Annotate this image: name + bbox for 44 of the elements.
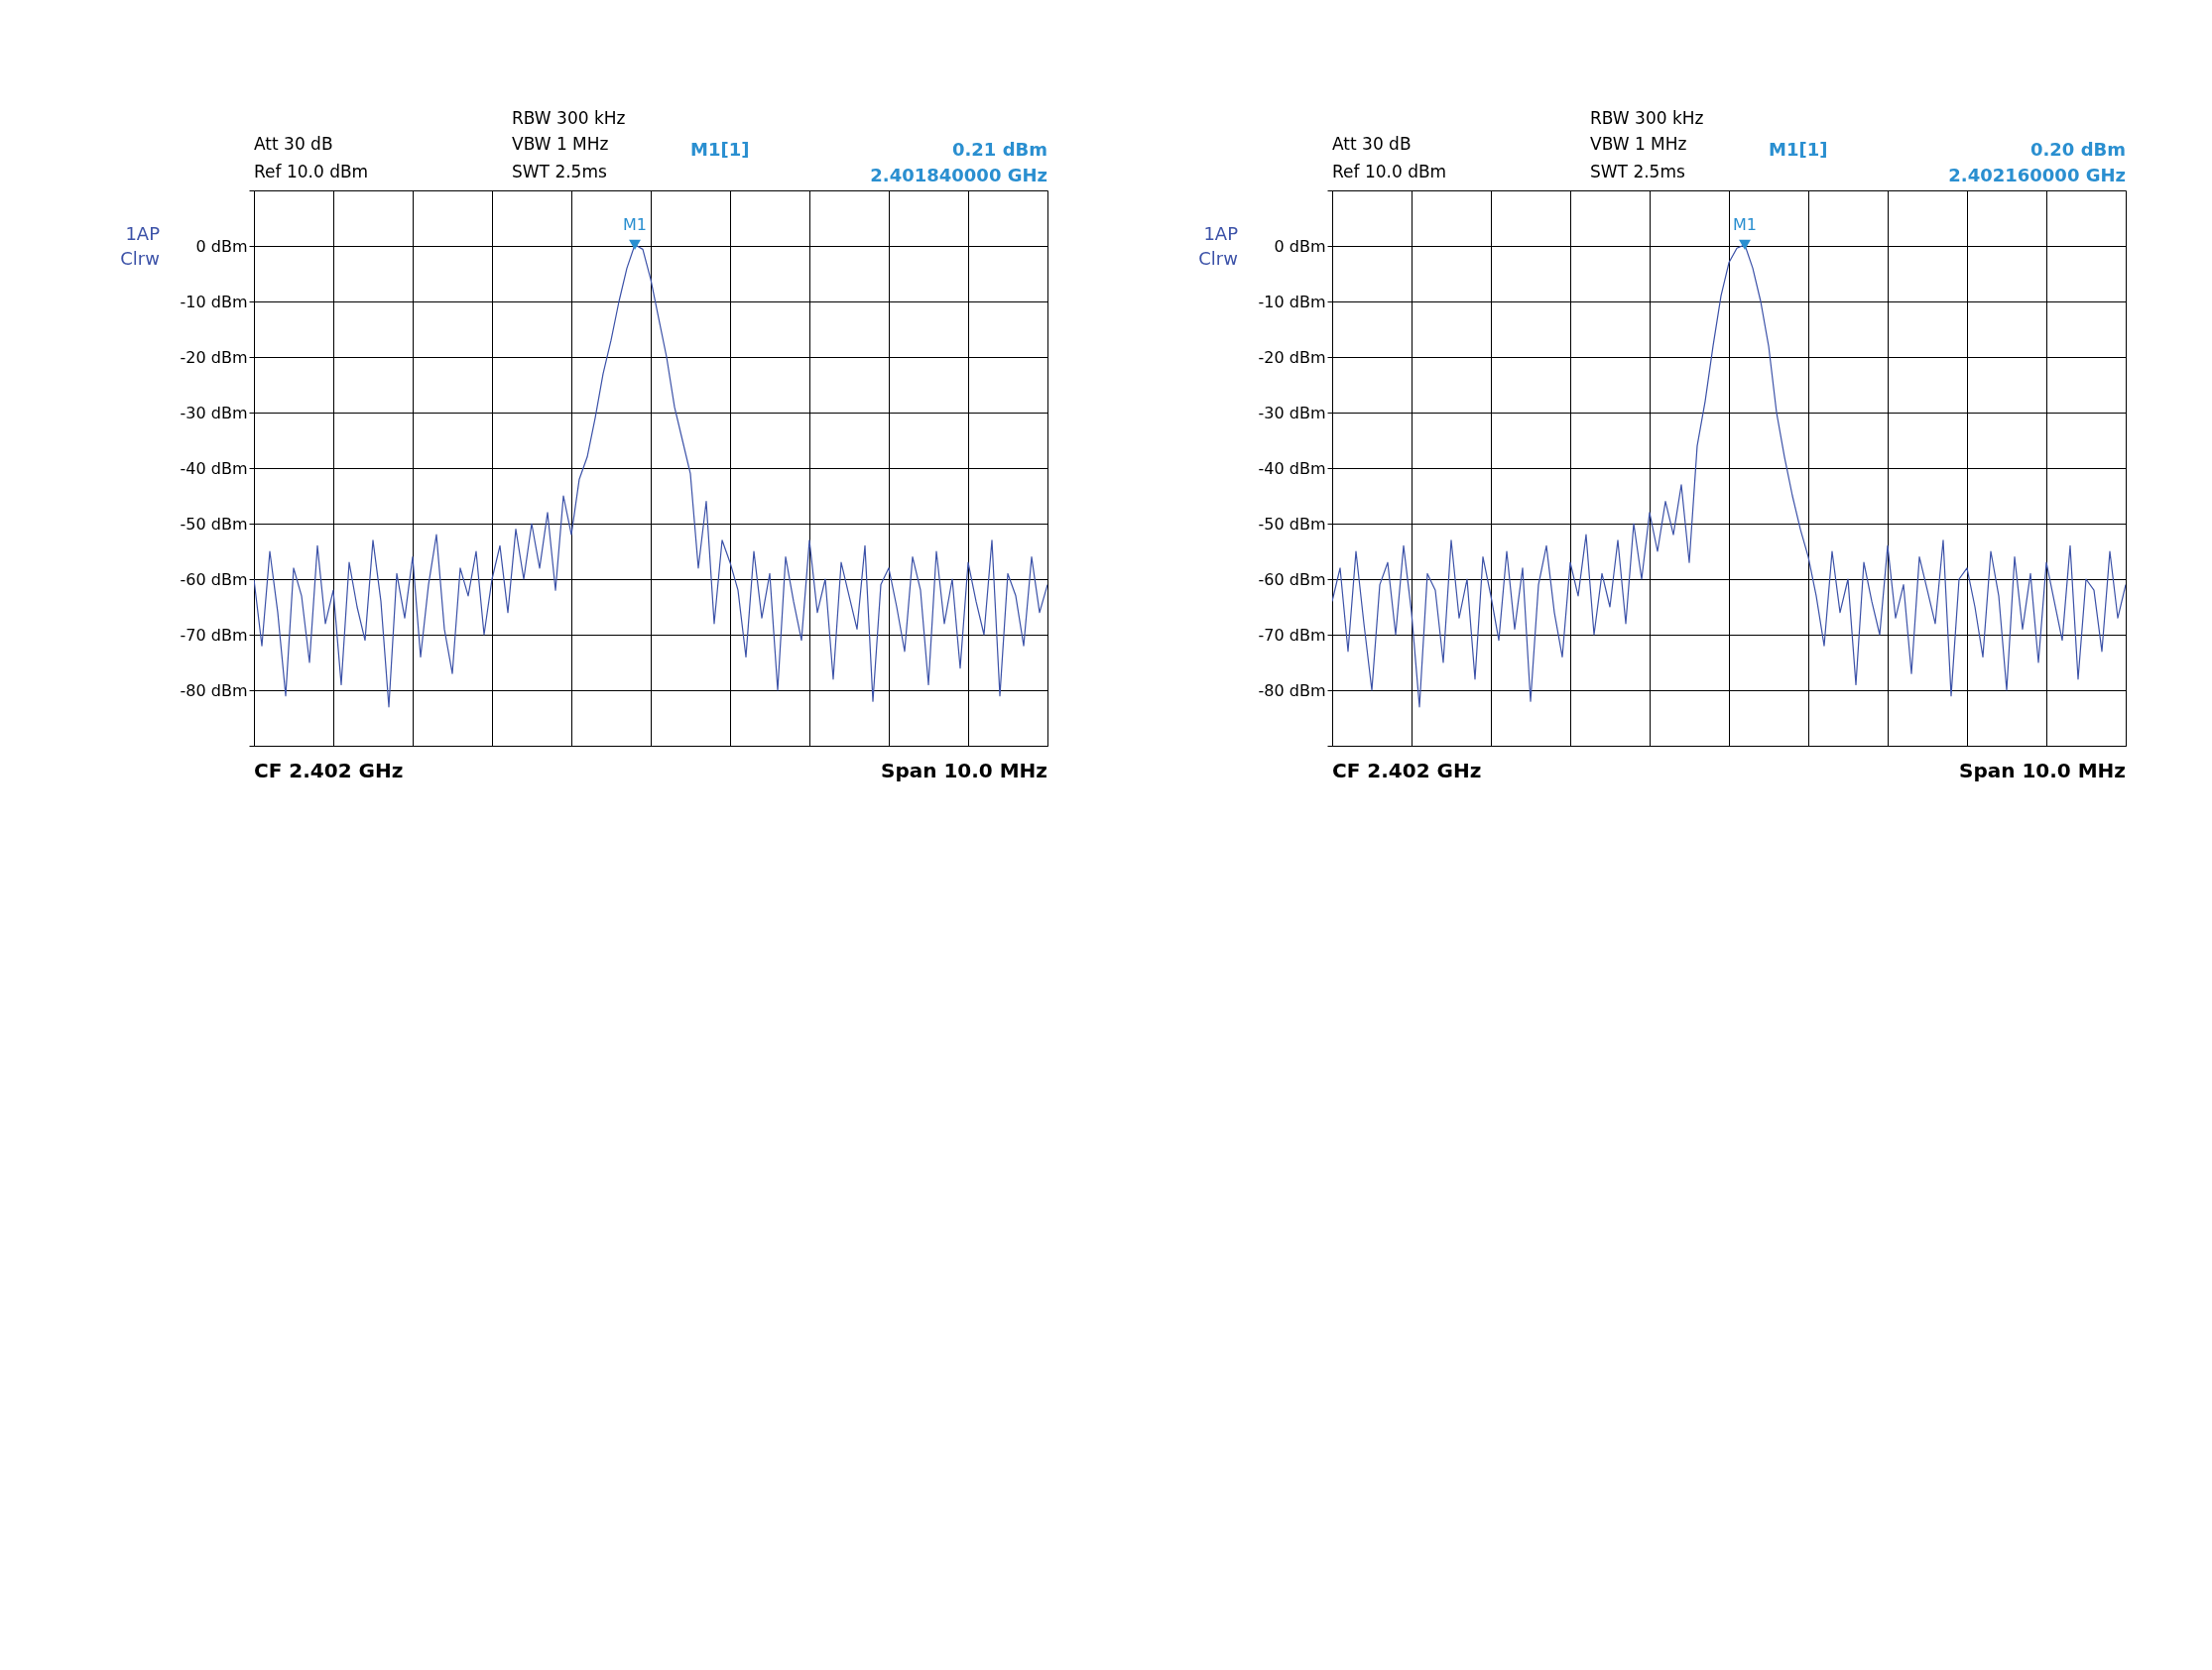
y-tick-label: -70 dBm <box>1258 625 1326 645</box>
text: Ref 10.0 dBm <box>1332 162 1447 181</box>
text: M1[1] <box>690 139 750 160</box>
text: Ref 10.0 dBm <box>254 162 369 181</box>
y-tick-label: -20 dBm <box>1258 347 1326 367</box>
annotation: M1 <box>623 214 647 234</box>
y-tick-label: -70 dBm <box>180 625 248 645</box>
y-tick-label: -40 dBm <box>180 458 248 478</box>
y-tick-label: 0 dBm <box>1274 236 1326 256</box>
y-tick-label: -30 dBm <box>180 403 248 422</box>
text: M1[1] <box>1769 139 1828 160</box>
y-tick-label: -60 dBm <box>1258 569 1326 589</box>
text: 0.20 dBm <box>2029 139 2126 160</box>
y-tick-label: -50 dBm <box>1258 514 1326 534</box>
text: VBW 1 MHz <box>1590 134 1687 154</box>
text: Att 30 dB <box>1332 134 1412 154</box>
text: RBW 300 kHz <box>1590 108 1704 128</box>
text: Span 10.0 MHz <box>880 759 1047 782</box>
text: 2.402160000 GHz <box>1948 165 2126 185</box>
y-tick-label: 0 dBm <box>195 236 248 256</box>
y-tick-label: -10 dBm <box>1258 292 1326 311</box>
text: SWT 2.5ms <box>512 162 607 181</box>
annotation: M1 <box>1733 214 1757 234</box>
text: Clrw <box>1198 248 1238 269</box>
y-tick-label: -60 dBm <box>180 569 248 589</box>
text: 0.21 dBm <box>951 139 1047 160</box>
y-tick-label: -30 dBm <box>1258 403 1326 422</box>
text: Att 30 dB <box>254 134 333 154</box>
text: 2.401840000 GHz <box>870 165 1047 185</box>
y-tick-label: -20 dBm <box>180 347 248 367</box>
y-tick-label: -80 dBm <box>180 680 248 700</box>
text: 1AP <box>125 223 161 244</box>
y-tick-label: -80 dBm <box>1258 680 1326 700</box>
text: CF 2.402 GHz <box>254 759 404 782</box>
text: VBW 1 MHz <box>512 134 609 154</box>
y-tick-label: -50 dBm <box>180 514 248 534</box>
y-tick-label: -10 dBm <box>180 292 248 311</box>
text: CF 2.402 GHz <box>1332 759 1482 782</box>
y-tick-label: -40 dBm <box>1258 458 1326 478</box>
text: 1AP <box>1203 223 1239 244</box>
text: Clrw <box>120 248 160 269</box>
text: SWT 2.5ms <box>1590 162 1685 181</box>
text: Span 10.0 MHz <box>1958 759 2126 782</box>
text: RBW 300 kHz <box>512 108 626 128</box>
